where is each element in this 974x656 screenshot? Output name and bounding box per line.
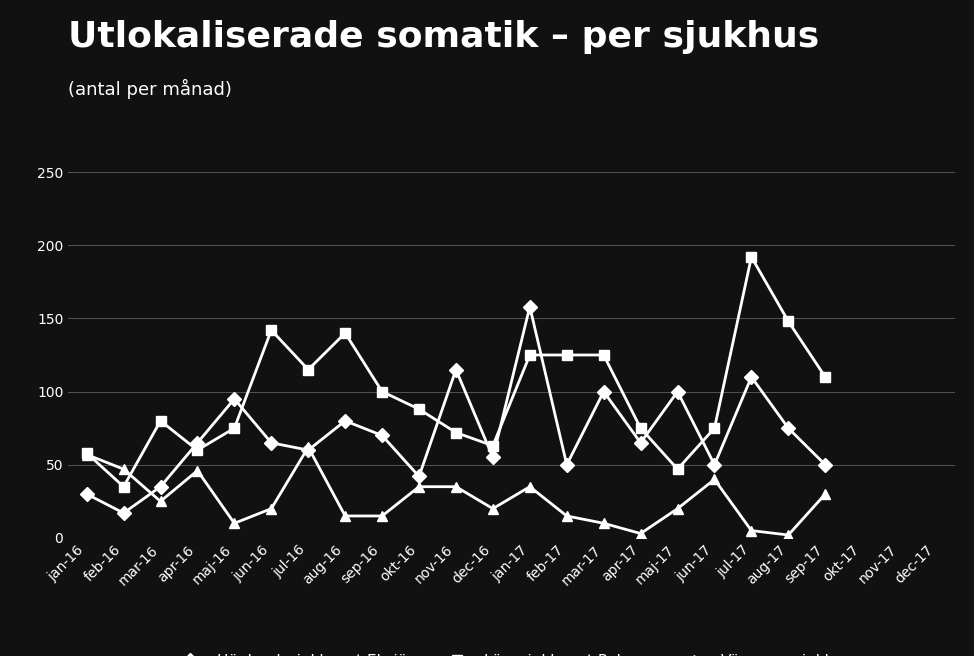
Höglandssjukhuset Eksjö (524, 303, 536, 311)
Höglandssjukhuset Eksjö (745, 373, 757, 381)
Värnamo sjukhus (524, 483, 536, 491)
Höglandssjukhuset Eksjö (118, 509, 130, 517)
Länssjukhuset Ryhov (413, 405, 425, 413)
Line: Värnamo sjukhus: Värnamo sjukhus (82, 442, 830, 540)
Legend: Höglandssjukhuset Eksjö, Länssjukhuset Ryhov, Värnamo sjukhus: Höglandssjukhuset Eksjö, Länssjukhuset R… (166, 647, 857, 656)
Höglandssjukhuset Eksjö (376, 432, 388, 440)
Värnamo sjukhus (266, 504, 278, 512)
Värnamo sjukhus (745, 527, 757, 535)
Höglandssjukhuset Eksjö (819, 461, 831, 468)
Värnamo sjukhus (709, 476, 721, 483)
Länssjukhuset Ryhov (192, 446, 204, 454)
Värnamo sjukhus (229, 520, 241, 527)
Höglandssjukhuset Eksjö (782, 424, 794, 432)
Värnamo sjukhus (155, 497, 167, 505)
Höglandssjukhuset Eksjö (302, 446, 314, 454)
Länssjukhuset Ryhov (524, 351, 536, 359)
Värnamo sjukhus (598, 520, 610, 527)
Länssjukhuset Ryhov (709, 424, 721, 432)
Värnamo sjukhus (81, 451, 93, 459)
Länssjukhuset Ryhov (266, 326, 278, 334)
Länssjukhuset Ryhov (339, 329, 351, 337)
Länssjukhuset Ryhov (302, 365, 314, 373)
Värnamo sjukhus (192, 466, 204, 474)
Värnamo sjukhus (376, 512, 388, 520)
Länssjukhuset Ryhov (450, 428, 462, 436)
Line: Länssjukhuset Ryhov: Länssjukhuset Ryhov (82, 252, 830, 491)
Värnamo sjukhus (339, 512, 351, 520)
Höglandssjukhuset Eksjö (266, 439, 278, 447)
Länssjukhuset Ryhov (487, 441, 499, 449)
Länssjukhuset Ryhov (598, 351, 610, 359)
Höglandssjukhuset Eksjö (672, 388, 684, 396)
Höglandssjukhuset Eksjö (598, 388, 610, 396)
Länssjukhuset Ryhov (155, 417, 167, 425)
Värnamo sjukhus (450, 483, 462, 491)
Värnamo sjukhus (487, 504, 499, 512)
Värnamo sjukhus (118, 465, 130, 473)
Länssjukhuset Ryhov (672, 465, 684, 473)
Värnamo sjukhus (782, 531, 794, 539)
Höglandssjukhuset Eksjö (229, 395, 241, 403)
Höglandssjukhuset Eksjö (487, 453, 499, 461)
Text: (antal per månad): (antal per månad) (68, 79, 232, 99)
Text: Utlokaliserade somatik – per sjukhus: Utlokaliserade somatik – per sjukhus (68, 20, 819, 54)
Länssjukhuset Ryhov (635, 424, 647, 432)
Värnamo sjukhus (302, 443, 314, 451)
Länssjukhuset Ryhov (561, 351, 573, 359)
Höglandssjukhuset Eksjö (561, 461, 573, 468)
Line: Höglandssjukhuset Eksjö: Höglandssjukhuset Eksjö (82, 302, 830, 518)
Värnamo sjukhus (561, 512, 573, 520)
Värnamo sjukhus (819, 490, 831, 498)
Värnamo sjukhus (635, 529, 647, 537)
Länssjukhuset Ryhov (819, 373, 831, 381)
Länssjukhuset Ryhov (376, 388, 388, 396)
Höglandssjukhuset Eksjö (413, 472, 425, 480)
Höglandssjukhuset Eksjö (81, 490, 93, 498)
Värnamo sjukhus (413, 483, 425, 491)
Länssjukhuset Ryhov (782, 318, 794, 325)
Höglandssjukhuset Eksjö (450, 365, 462, 373)
Höglandssjukhuset Eksjö (709, 461, 721, 468)
Länssjukhuset Ryhov (229, 424, 241, 432)
Länssjukhuset Ryhov (745, 253, 757, 261)
Höglandssjukhuset Eksjö (339, 417, 351, 425)
Höglandssjukhuset Eksjö (192, 439, 204, 447)
Höglandssjukhuset Eksjö (635, 439, 647, 447)
Länssjukhuset Ryhov (118, 483, 130, 491)
Värnamo sjukhus (672, 504, 684, 512)
Höglandssjukhuset Eksjö (155, 483, 167, 491)
Länssjukhuset Ryhov (81, 449, 93, 457)
